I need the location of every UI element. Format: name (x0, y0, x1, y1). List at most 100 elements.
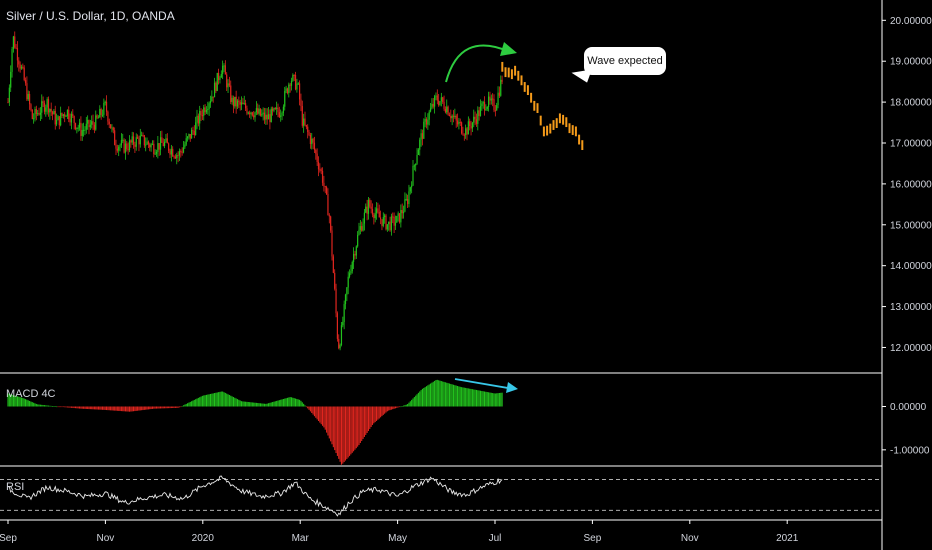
candle (313, 142, 316, 150)
macd-bar (355, 406, 357, 449)
candle (127, 149, 129, 151)
wave-arrow-head (500, 42, 517, 56)
candle (35, 108, 37, 115)
macd-bar (316, 406, 318, 420)
candle (168, 143, 170, 151)
candle (305, 124, 307, 127)
macd-bar (222, 391, 224, 407)
macd-bar (412, 398, 414, 407)
macd-bar (269, 402, 271, 407)
macd-bar (176, 406, 178, 408)
candle (428, 111, 430, 120)
candle (155, 151, 158, 154)
macd-bar (155, 406, 158, 409)
candle (289, 84, 291, 86)
candle (50, 109, 52, 112)
candle (69, 119, 71, 123)
macd-bar (273, 401, 275, 407)
macd-bar (38, 404, 40, 407)
candle (114, 130, 116, 146)
macd-bar (384, 406, 386, 414)
macd-bar (278, 400, 280, 407)
wave-expected-callout[interactable]: Wave expected (584, 47, 666, 75)
macd-bar (253, 402, 255, 407)
candle (438, 100, 440, 106)
macd-bar (277, 400, 279, 407)
macd-bar (351, 406, 353, 453)
candle (165, 138, 167, 142)
candle (423, 121, 425, 139)
candle (12, 36, 14, 49)
macd-bar (493, 393, 495, 407)
candle (265, 114, 267, 120)
macd-bar (143, 406, 145, 410)
macd-bar (160, 406, 162, 409)
candle (191, 129, 193, 139)
candle (20, 66, 23, 69)
candle (478, 110, 480, 116)
candle (355, 246, 357, 256)
macd-bar (127, 406, 129, 412)
candle (324, 186, 326, 188)
macd-bar (425, 386, 428, 407)
macd-bar (154, 406, 156, 409)
macd-bar (191, 401, 193, 407)
macd-bar (290, 397, 293, 407)
candle (172, 148, 174, 157)
macd-bar (8, 393, 10, 407)
macd-bar (92, 406, 94, 410)
macd-bar (442, 381, 444, 407)
candle (390, 216, 392, 231)
candle (452, 115, 455, 117)
candle (402, 211, 405, 214)
candle (118, 146, 120, 151)
candle (311, 138, 313, 144)
macd-bar (103, 406, 105, 410)
macd-bar (451, 384, 453, 407)
candle (196, 115, 198, 123)
macd-bar (64, 406, 66, 408)
macd-bar (101, 406, 104, 410)
macd-bar (73, 406, 75, 409)
candle (347, 276, 349, 288)
candle (258, 108, 260, 114)
candle (204, 107, 206, 113)
projection-bar (539, 115, 542, 126)
y-tick-label: 18.00000 (890, 98, 932, 109)
macd-bar (107, 406, 109, 411)
candle (380, 217, 382, 220)
projection-bar (549, 123, 552, 134)
candle (227, 83, 229, 88)
macd-bar (459, 386, 461, 407)
candle (89, 124, 91, 128)
candle (232, 97, 235, 107)
macd-bar (432, 381, 434, 407)
candle (257, 108, 259, 114)
macd-bar (177, 406, 179, 408)
macd-bar (411, 399, 413, 407)
candle (267, 114, 270, 120)
candle (286, 88, 289, 94)
macd-bar (135, 406, 137, 411)
candle (321, 170, 324, 183)
macd-bar (501, 392, 503, 407)
candle (475, 119, 478, 124)
projection-bar (504, 67, 507, 78)
macd-bar (462, 387, 464, 407)
macd-bar (473, 389, 475, 407)
macd-bar (18, 396, 20, 407)
macd-bar (311, 406, 313, 413)
candle (11, 48, 13, 72)
macd-bar (458, 386, 460, 407)
macd-bar (211, 393, 213, 407)
candle (14, 36, 16, 48)
candle (461, 122, 463, 134)
macd-bar (184, 404, 186, 407)
macd-bar (305, 406, 307, 408)
macd-bar (286, 397, 288, 407)
candle (365, 206, 367, 213)
candle (240, 102, 243, 105)
macd-bar (350, 406, 352, 455)
candle (137, 137, 139, 139)
